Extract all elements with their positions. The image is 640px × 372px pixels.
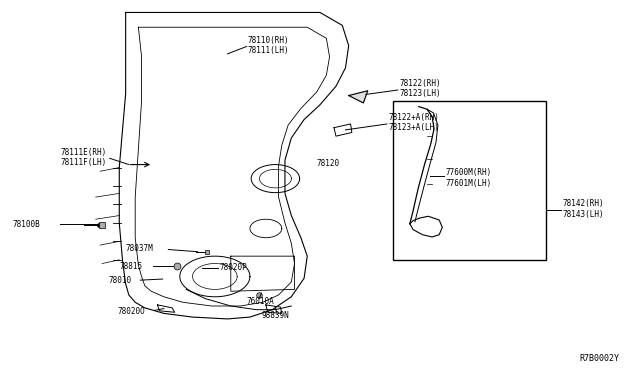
Text: 78110(RH)
78111(LH): 78110(RH) 78111(LH) [248, 36, 290, 55]
Polygon shape [349, 91, 368, 103]
Text: 78100B: 78100B [13, 219, 40, 228]
Text: 78122(RH)
78123(LH): 78122(RH) 78123(LH) [399, 79, 441, 98]
Text: 78142(RH)
78143(LH): 78142(RH) 78143(LH) [562, 199, 604, 219]
Text: 76010A: 76010A [246, 297, 275, 306]
Bar [394, 101, 546, 260]
Text: 78122+A(RH)
78123+A(LH): 78122+A(RH) 78123+A(LH) [388, 113, 439, 132]
Text: 78020P: 78020P [220, 263, 247, 272]
Text: 78815: 78815 [119, 262, 142, 270]
Text: 78010: 78010 [108, 276, 132, 285]
Text: 98839N: 98839N [261, 311, 289, 320]
Text: 78120: 78120 [316, 159, 339, 169]
Text: 78111E(RH)
78111F(LH): 78111E(RH) 78111F(LH) [61, 148, 107, 167]
Text: 78020O: 78020O [117, 307, 145, 316]
Text: 77600M(RH)
77601M(LH): 77600M(RH) 77601M(LH) [445, 168, 492, 187]
Text: R7B0002Y: R7B0002Y [579, 354, 620, 363]
Text: 78037M: 78037M [125, 244, 154, 253]
